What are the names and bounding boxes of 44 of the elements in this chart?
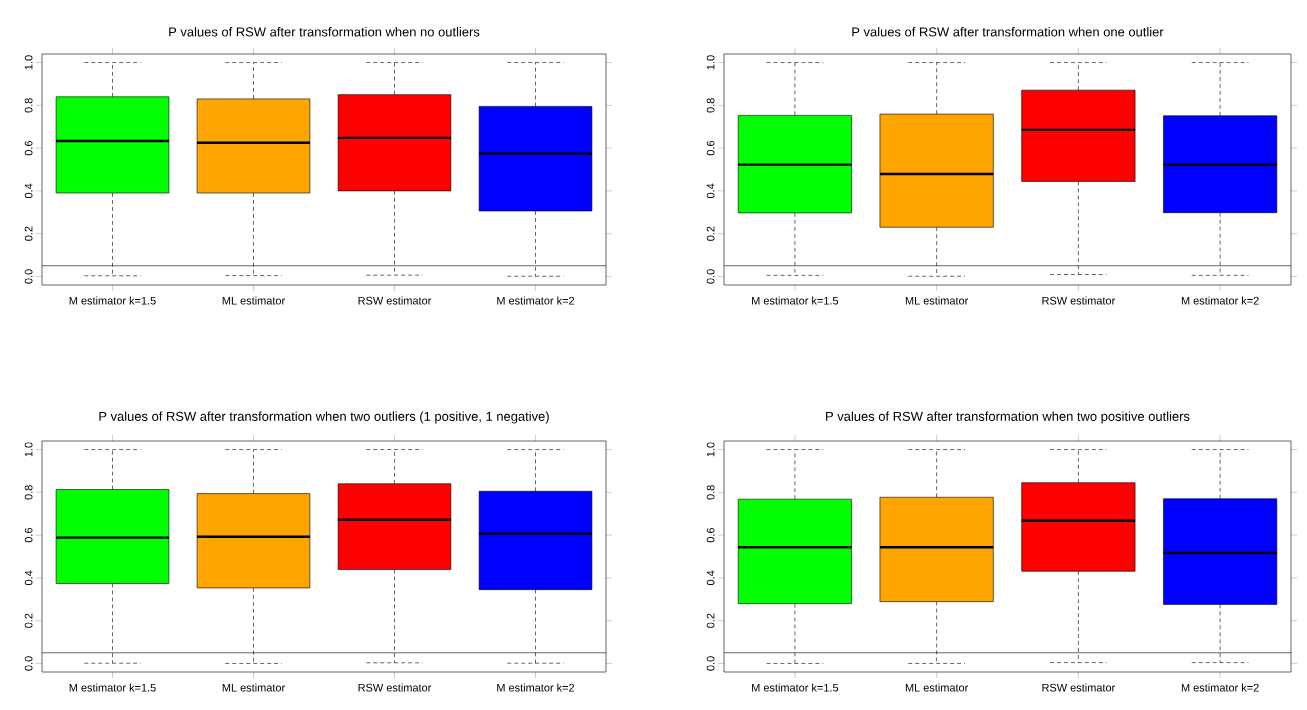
y-tick-label: 0.8 bbox=[24, 485, 33, 500]
y-tick-label: 0.2 bbox=[706, 226, 715, 241]
x-tick-label: M estimator k=1.5 bbox=[752, 683, 839, 692]
y-tick-label: 0.2 bbox=[24, 226, 33, 241]
x-tick-label: M estimator k=2 bbox=[1181, 296, 1259, 305]
y-tick-label: 0.0 bbox=[24, 656, 33, 671]
y-tick-label: 1.0 bbox=[24, 55, 33, 70]
y-tick-label: 0.2 bbox=[706, 613, 715, 628]
x-tick-label: ML estimator bbox=[222, 296, 285, 305]
y-tick-label: 0.6 bbox=[24, 140, 33, 156]
chart-title: P values of RSW after transformation when no outliers bbox=[169, 26, 480, 37]
chart-title: P values of RSW after transformation when two outliers (1 positive, 1 negative) bbox=[99, 411, 549, 424]
y-tick-label: 0.6 bbox=[24, 527, 33, 543]
y-tick-label: 1.0 bbox=[706, 55, 715, 70]
y-tick-label: 0.4 bbox=[706, 570, 715, 586]
x-tick-label: M estimator k=2 bbox=[1181, 683, 1259, 692]
y-tick-label: 1.0 bbox=[706, 442, 715, 457]
y-tick-label: 0.8 bbox=[706, 98, 715, 113]
y-tick-label: 0.0 bbox=[706, 656, 715, 671]
y-tick-label: 0.0 bbox=[24, 269, 33, 284]
y-tick-label: 0.4 bbox=[24, 570, 33, 586]
x-tick-label: M estimator k=1.5 bbox=[69, 683, 156, 692]
y-tick-label: 0.8 bbox=[706, 485, 715, 500]
x-tick-label: RSW estimator bbox=[1042, 683, 1116, 692]
x-tick-label: RSW estimator bbox=[1042, 296, 1116, 305]
y-tick-label: 0.4 bbox=[706, 183, 715, 199]
chart-title: P values of RSW after transformation when two positive outliers bbox=[826, 411, 1190, 424]
x-tick-label: M estimator k=2 bbox=[497, 683, 575, 692]
y-tick-label: 0.2 bbox=[24, 613, 33, 628]
x-tick-label: M estimator k=2 bbox=[497, 296, 575, 305]
x-tick-label: M estimator k=1.5 bbox=[752, 296, 839, 305]
x-tick-label: RSW estimator bbox=[358, 683, 432, 692]
y-tick-label: 0.6 bbox=[706, 140, 715, 156]
x-tick-label: RSW estimator bbox=[358, 296, 432, 305]
x-tick-label: ML estimator bbox=[222, 683, 285, 692]
y-tick-label: 0.0 bbox=[706, 269, 715, 284]
y-tick-label: 0.8 bbox=[24, 98, 33, 113]
x-tick-label: ML estimator bbox=[905, 296, 969, 305]
y-tick-label: 0.4 bbox=[24, 183, 33, 199]
x-tick-label: M estimator k=1.5 bbox=[69, 296, 156, 305]
y-tick-label: 0.6 bbox=[706, 527, 715, 543]
x-tick-label: ML estimator bbox=[905, 683, 969, 692]
y-tick-label: 1.0 bbox=[24, 442, 33, 457]
chart-title: P values of RSW after transformation when one outlier bbox=[852, 26, 1164, 37]
